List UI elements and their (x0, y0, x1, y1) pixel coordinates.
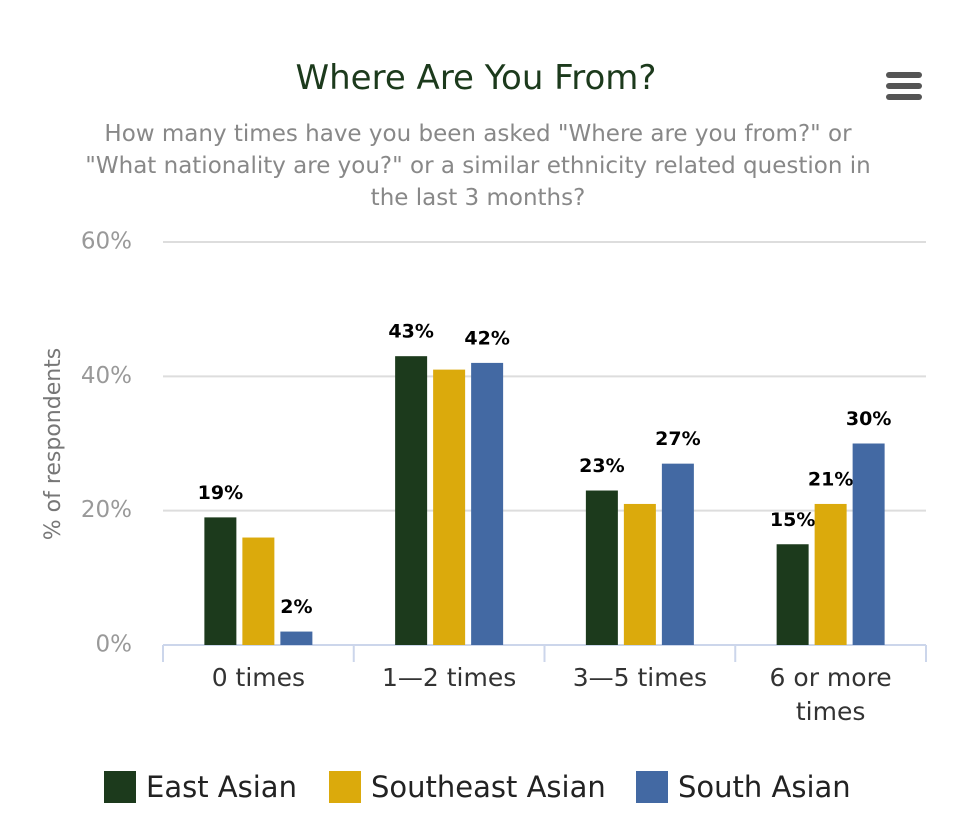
data-label: 2% (280, 596, 312, 618)
x-tick-label: 6 or more times (770, 663, 892, 726)
x-tick-label: 1—2 times (382, 663, 516, 692)
bar (623, 503, 656, 645)
bar (433, 369, 466, 645)
legend-label: South Asian (678, 770, 851, 804)
menu-bar (886, 83, 922, 89)
data-label: 15% (770, 509, 815, 531)
x-tick-label: 0 times (212, 663, 305, 692)
data-label: 30% (846, 408, 891, 430)
data-label: 23% (579, 455, 624, 477)
menu-bar (886, 72, 922, 78)
bar (242, 537, 275, 645)
legend-swatch (104, 771, 136, 803)
y-tick-label: 40% (81, 363, 132, 389)
menu-button[interactable] (886, 72, 922, 100)
chart-title: Where Are You From? (295, 58, 657, 98)
legend-label: Southeast Asian (371, 770, 606, 804)
bar (280, 631, 313, 645)
y-axis-label: % of respondents (41, 348, 66, 541)
y-tick-label: 0% (96, 632, 133, 658)
bar (661, 463, 694, 645)
legend-swatch (329, 771, 361, 803)
chart-subtitle: How many times have you been asked "Wher… (85, 121, 871, 211)
y-tick-label: 20% (81, 497, 132, 523)
y-tick-label: 60% (81, 229, 132, 255)
bar (776, 544, 809, 645)
data-label: 21% (808, 468, 853, 490)
data-label: 42% (464, 327, 509, 349)
data-label: 27% (655, 428, 700, 450)
menu-bar (886, 94, 922, 100)
bar (814, 503, 847, 645)
bar (471, 362, 504, 645)
data-label: 43% (388, 321, 433, 343)
bar (204, 517, 237, 645)
bar (852, 443, 885, 645)
legend-swatch (636, 771, 668, 803)
legend-label: East Asian (146, 770, 297, 804)
bar (585, 490, 618, 645)
x-tick-label: 3—5 times (573, 663, 707, 692)
bar (395, 356, 428, 645)
data-label: 19% (198, 482, 243, 504)
